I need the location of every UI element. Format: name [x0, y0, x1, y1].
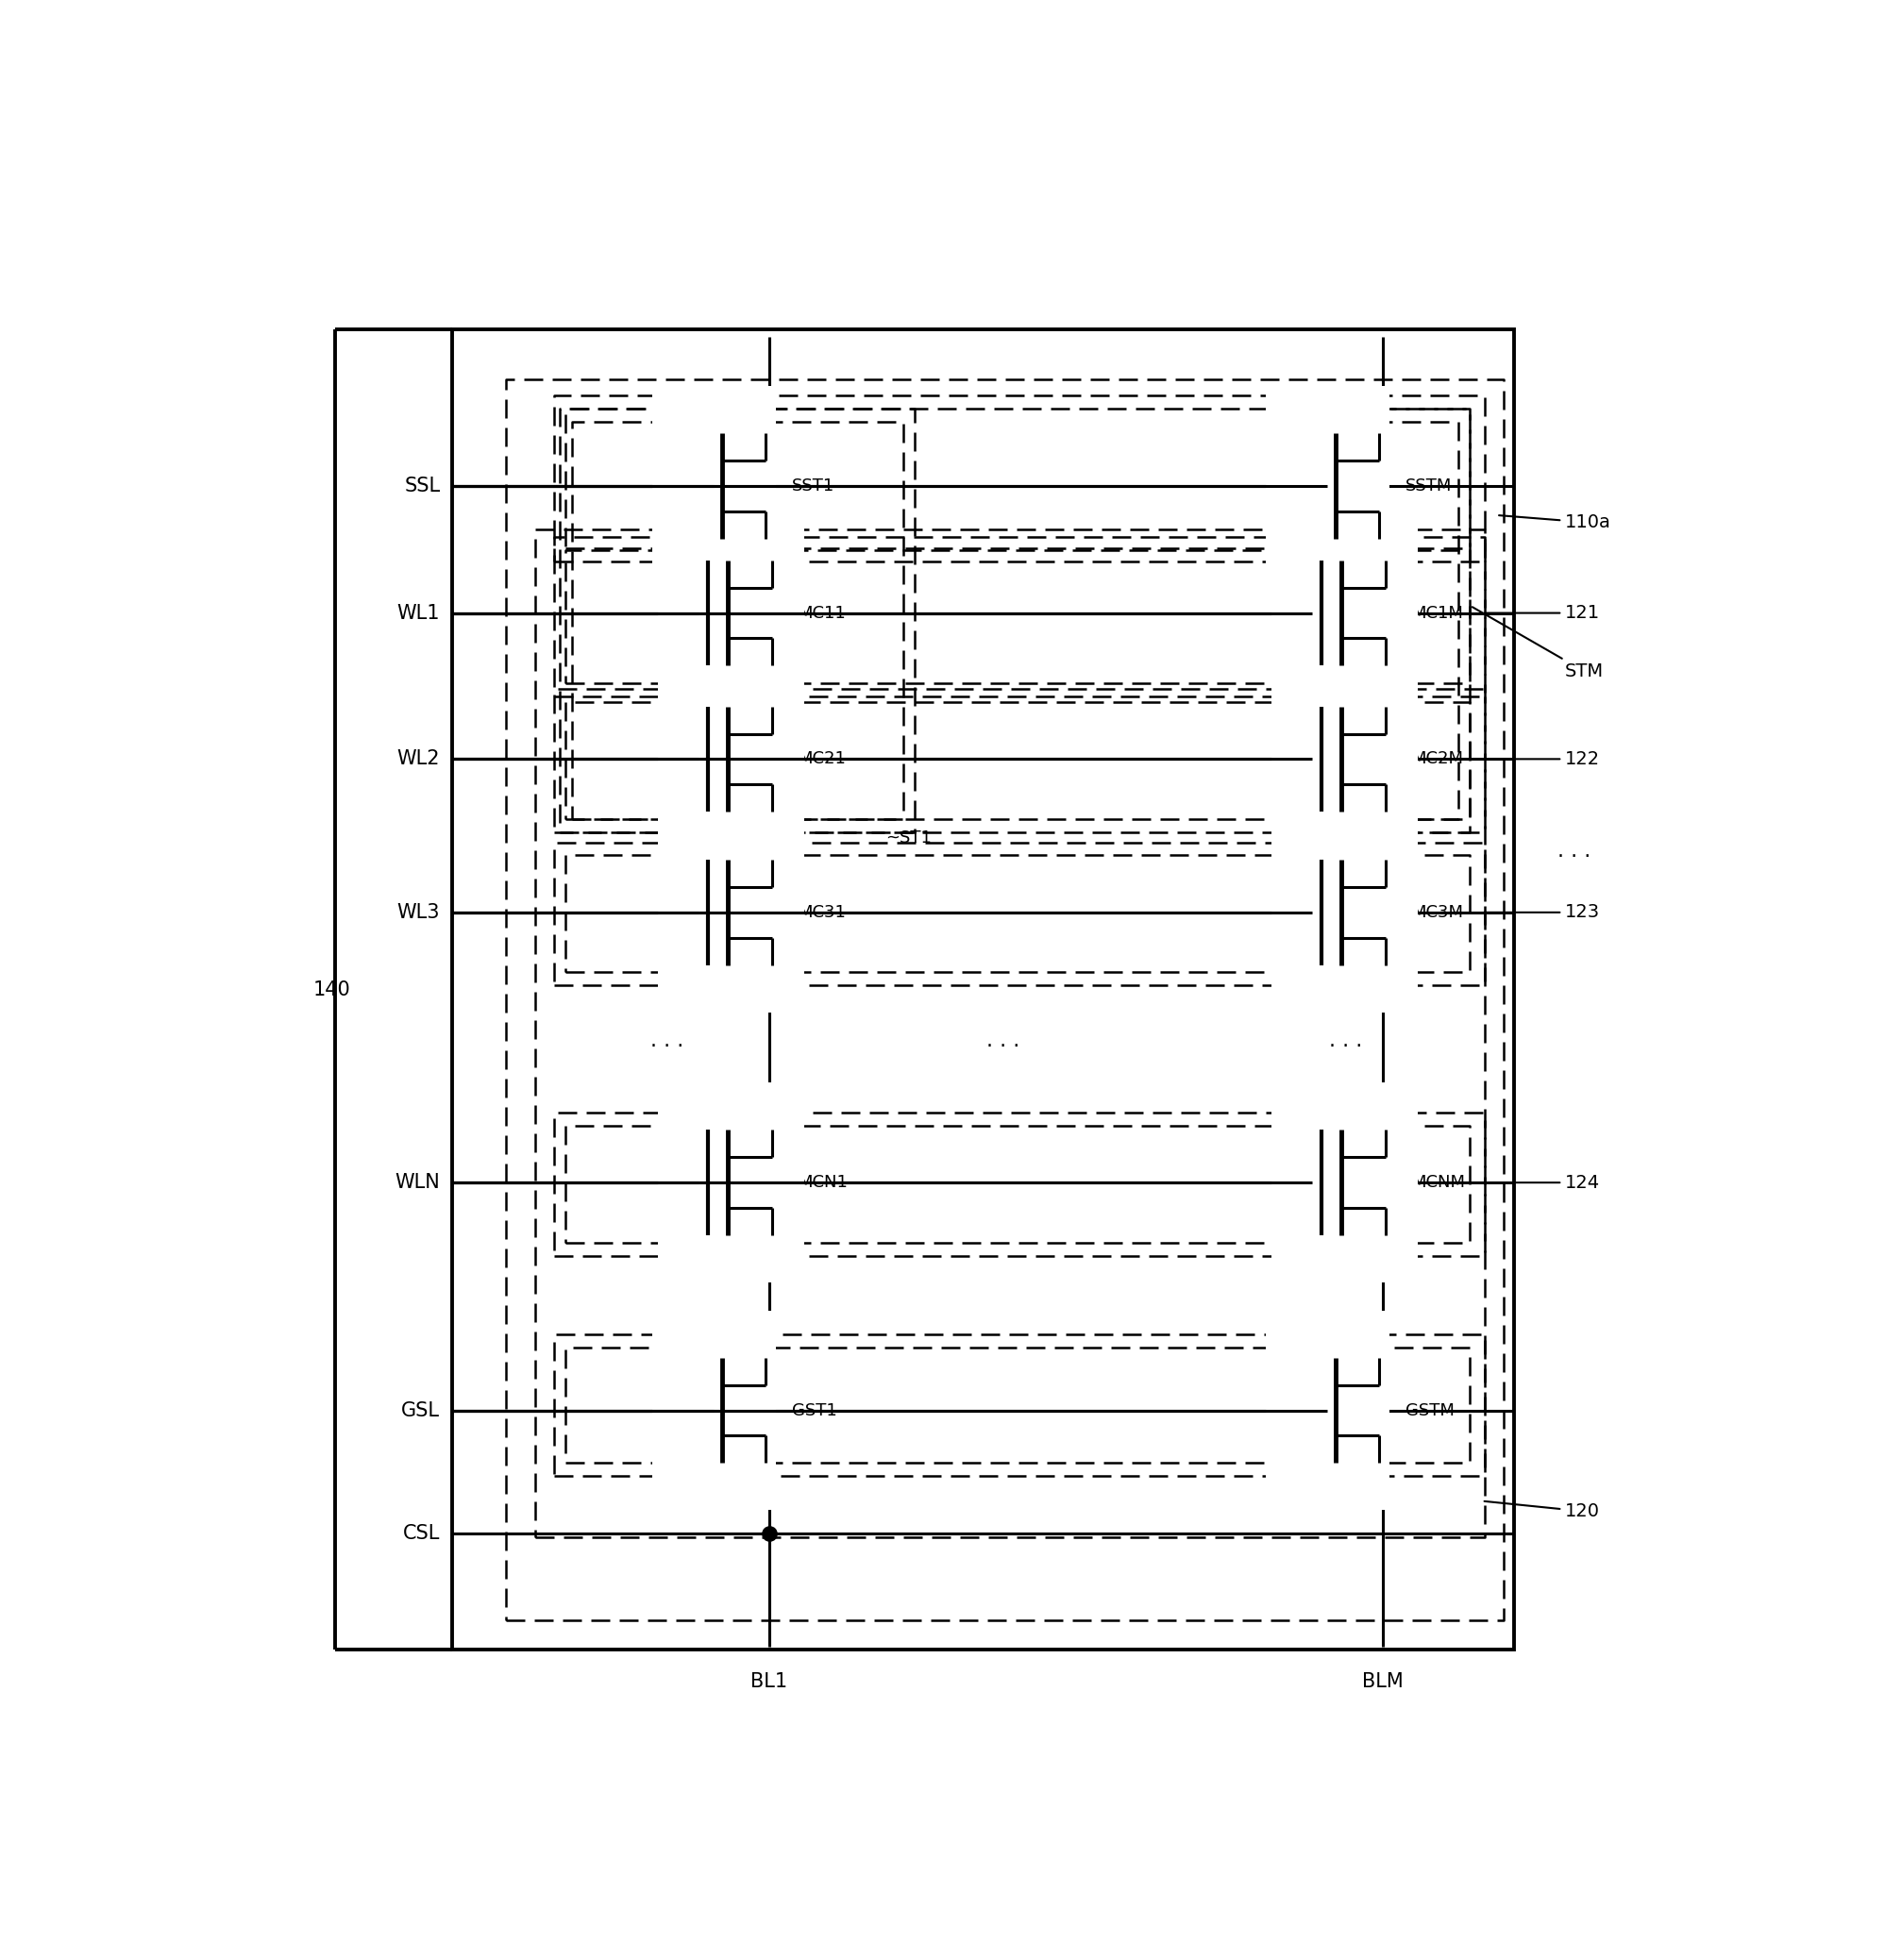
Text: MC2M: MC2M — [1412, 751, 1463, 768]
Text: . . .: . . . — [1329, 1031, 1363, 1051]
Text: 121: 121 — [1483, 604, 1600, 621]
Text: MCNM: MCNM — [1412, 1174, 1465, 1192]
Bar — [1270, 813, 1418, 1011]
Bar — [658, 659, 803, 858]
Text: BLM: BLM — [1361, 1672, 1402, 1691]
Text: SST1: SST1 — [792, 478, 835, 494]
Bar — [658, 813, 803, 1011]
Text: MCN1: MCN1 — [797, 1174, 848, 1192]
Text: CSL: CSL — [403, 1523, 439, 1543]
Text: 124: 124 — [1483, 1174, 1600, 1192]
Text: MC21: MC21 — [797, 751, 846, 768]
Text: BL1: BL1 — [750, 1672, 788, 1691]
Bar — [452, 329, 1514, 1650]
Text: WL1: WL1 — [398, 604, 439, 623]
Bar — [1270, 514, 1418, 713]
Text: WL3: WL3 — [398, 904, 439, 921]
Text: 140: 140 — [313, 980, 351, 1000]
Text: . . .: . . . — [650, 1031, 682, 1051]
Text: MC11: MC11 — [797, 604, 846, 621]
Text: GST1: GST1 — [792, 1401, 837, 1419]
Bar — [1270, 1082, 1418, 1282]
Text: ~ST1: ~ST1 — [886, 829, 931, 847]
Text: GSL: GSL — [402, 1401, 439, 1419]
Text: SSL: SSL — [403, 476, 439, 496]
Text: WL2: WL2 — [398, 749, 439, 768]
Text: GSTM: GSTM — [1406, 1401, 1455, 1419]
Bar — [652, 1311, 777, 1511]
Text: 123: 123 — [1483, 904, 1600, 921]
Bar — [1265, 1311, 1389, 1511]
Bar — [658, 1082, 803, 1282]
Text: 120: 120 — [1483, 1501, 1600, 1521]
Bar — [1270, 659, 1418, 858]
Text: MC31: MC31 — [797, 904, 846, 921]
Text: MC3M: MC3M — [1412, 904, 1463, 921]
Bar — [652, 386, 777, 586]
Text: WLN: WLN — [396, 1174, 439, 1192]
Text: . . .: . . . — [986, 1031, 1020, 1051]
Text: STM: STM — [1472, 608, 1604, 680]
Bar — [658, 514, 803, 713]
Text: . . .: . . . — [1557, 841, 1591, 860]
Text: SSTM: SSTM — [1406, 478, 1451, 494]
Text: 110a: 110a — [1499, 514, 1612, 531]
Text: 122: 122 — [1483, 751, 1600, 768]
Text: MC1M: MC1M — [1412, 604, 1463, 621]
Bar — [1265, 386, 1389, 586]
